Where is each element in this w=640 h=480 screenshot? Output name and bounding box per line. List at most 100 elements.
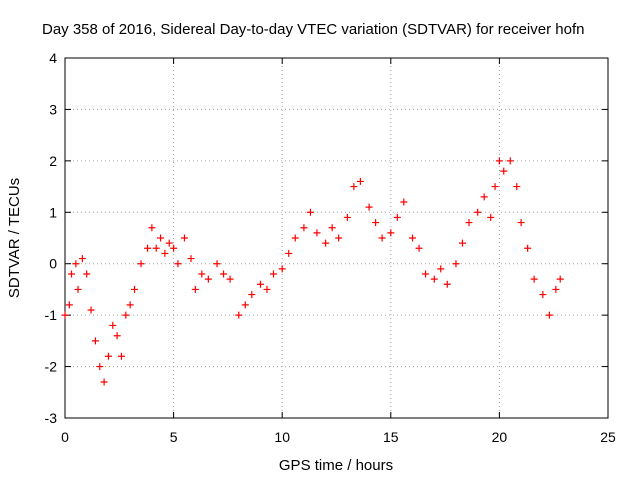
- y-tick-label: 0: [49, 256, 57, 272]
- data-point: [122, 311, 130, 319]
- grid: [65, 58, 608, 418]
- data-point: [495, 157, 503, 165]
- data-point: [300, 224, 308, 232]
- data-point: [328, 224, 336, 232]
- data-point: [213, 260, 221, 268]
- data-point: [83, 270, 91, 278]
- data-point: [74, 285, 82, 293]
- data-point: [241, 301, 249, 309]
- data-point: [313, 229, 321, 237]
- data-point: [556, 275, 564, 283]
- data-point: [137, 260, 145, 268]
- data-point: [235, 311, 243, 319]
- axis-ticks: [64, 57, 609, 419]
- data-point: [291, 234, 299, 242]
- data-point: [91, 337, 99, 345]
- data-point: [491, 183, 499, 191]
- data-point: [443, 280, 451, 288]
- data-point: [148, 224, 156, 232]
- data-point: [87, 306, 95, 314]
- x-tick-label: 10: [274, 429, 290, 445]
- data-point: [109, 321, 117, 329]
- x-tick-label: 5: [170, 429, 178, 445]
- y-tick-label: 4: [49, 50, 57, 66]
- data-point: [545, 311, 553, 319]
- data-point: [174, 260, 182, 268]
- y-tick-label: -1: [45, 307, 58, 323]
- data-point: [180, 234, 188, 242]
- data-point: [415, 244, 423, 252]
- data-point: [68, 270, 76, 278]
- data-point: [191, 285, 199, 293]
- chart-title: Day 358 of 2016, Sidereal Day-to-day VTE…: [42, 21, 584, 38]
- data-point: [430, 275, 438, 283]
- data-point: [220, 270, 228, 278]
- data-point: [78, 255, 86, 263]
- data-point: [226, 275, 234, 283]
- data-point: [278, 265, 286, 273]
- data-point: [372, 219, 380, 227]
- data-point: [465, 219, 473, 227]
- data-point: [157, 234, 165, 242]
- x-tick-label: 15: [383, 429, 399, 445]
- data-point: [306, 208, 314, 216]
- data-points: [61, 157, 564, 386]
- data-point: [198, 270, 206, 278]
- data-point: [131, 285, 139, 293]
- data-point: [204, 275, 212, 283]
- data-point: [437, 265, 445, 273]
- data-point: [256, 280, 264, 288]
- data-point: [335, 234, 343, 242]
- data-point: [393, 213, 401, 221]
- data-point: [530, 275, 538, 283]
- y-tick-labels: -3 -2 -1 0 1 2 3 4: [45, 50, 58, 426]
- data-point: [387, 229, 395, 237]
- y-tick-label: 3: [49, 101, 57, 117]
- data-point: [100, 378, 108, 386]
- data-point: [506, 157, 514, 165]
- data-point: [474, 208, 482, 216]
- x-tick-label: 0: [61, 429, 69, 445]
- data-point: [187, 255, 195, 263]
- x-axis-label: GPS time / hours: [279, 457, 393, 474]
- data-point: [322, 239, 330, 247]
- data-point: [161, 249, 169, 257]
- y-tick-label: -2: [45, 359, 58, 375]
- data-point: [409, 234, 417, 242]
- data-point: [513, 183, 521, 191]
- x-tick-labels: 0 5 10 15 20 25: [61, 429, 616, 445]
- data-point: [65, 301, 73, 309]
- data-point: [524, 244, 532, 252]
- data-point: [170, 244, 178, 252]
- data-point: [350, 183, 358, 191]
- data-point: [517, 219, 525, 227]
- data-point: [165, 239, 173, 247]
- data-point: [356, 177, 364, 185]
- data-point: [343, 213, 351, 221]
- data-point: [539, 291, 547, 299]
- y-tick-label: 2: [49, 153, 57, 169]
- data-point: [117, 352, 125, 360]
- data-point: [552, 285, 560, 293]
- data-point: [113, 332, 121, 340]
- data-point: [500, 167, 508, 175]
- data-point: [458, 239, 466, 247]
- data-point: [144, 244, 152, 252]
- data-point: [487, 213, 495, 221]
- data-point: [270, 270, 278, 278]
- data-point: [365, 203, 373, 211]
- x-tick-label: 25: [600, 429, 616, 445]
- data-point: [96, 363, 104, 371]
- y-axis-label: SDTVAR / TECUs: [6, 178, 23, 298]
- y-tick-label: -3: [45, 410, 58, 426]
- data-point: [248, 291, 256, 299]
- data-point: [152, 244, 160, 252]
- data-point: [378, 234, 386, 242]
- data-point: [285, 249, 293, 257]
- data-point: [452, 260, 460, 268]
- y-tick-label: 1: [49, 204, 57, 220]
- data-point: [61, 311, 69, 319]
- data-point: [126, 301, 134, 309]
- x-tick-label: 20: [492, 429, 508, 445]
